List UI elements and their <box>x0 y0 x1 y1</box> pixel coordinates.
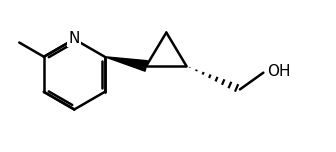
Text: N: N <box>69 31 80 46</box>
Text: OH: OH <box>267 64 291 79</box>
Polygon shape <box>105 57 148 71</box>
